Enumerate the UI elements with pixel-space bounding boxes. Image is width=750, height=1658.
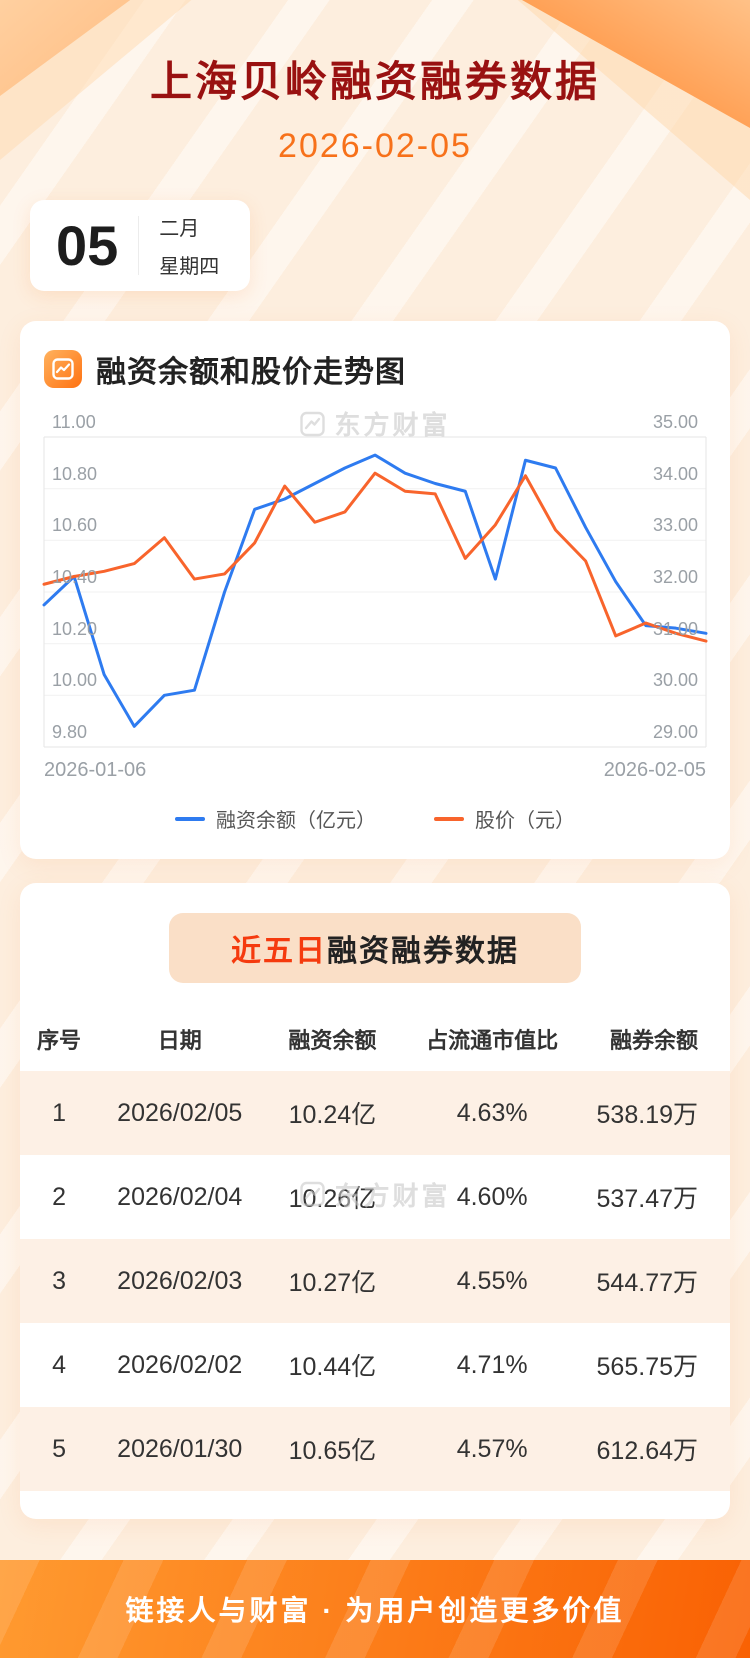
date-badge-detail: 二月 星期四 <box>139 212 219 279</box>
table-body: 1 2026/02/05 10.24亿 4.63% 538.19万 2 2026/02/04… <box>20 1071 730 1491</box>
table-header-row: 序号 日期 融资余额 占流通市值比 融券余额 <box>20 1007 730 1071</box>
x-axis-end-label: 2026-02-05 <box>603 759 706 781</box>
table-cell: 4.57% <box>456 1434 528 1463</box>
chart-section-title: 融资余额和股价走势图 <box>96 356 406 389</box>
page-date: 2026-02-05 <box>278 127 472 165</box>
legend-line-swatch <box>434 816 464 821</box>
chart-plot: 东方财富 11.00 10.80 10.60 10.40 10.20 10.00 9.80 3… <box>42 410 708 748</box>
y-axis-tick-left: 10.60 <box>52 515 98 536</box>
table-cell: 10.24亿 <box>288 1101 377 1129</box>
table-cell: 612.64万 <box>596 1437 698 1465</box>
x-axis-labels: 2026-01-06 2026-02-05 <box>44 759 706 782</box>
date-badge-weekday: 星期四 <box>159 256 220 278</box>
table-cell: 2026/02/04 <box>117 1182 243 1211</box>
table-cell: 565.75万 <box>596 1353 698 1381</box>
table-card: 近五日融资融券数据 东方财富 序号 日期 融资余额 占流通市值比 融券余额 1 2026/… <box>20 883 730 1519</box>
table-cell: 2026/02/05 <box>117 1098 243 1127</box>
column-header: 序号 <box>37 1028 82 1053</box>
y-axis-tick-left: 10.80 <box>52 463 98 484</box>
legend-line-swatch <box>175 816 205 821</box>
table-row: 5 2026/01/30 10.65亿 4.57% 612.64万 <box>20 1407 730 1491</box>
y-axis-tick-right: 34.00 <box>652 463 698 484</box>
header: 上海贝岭融资融券数据 2026-02-05 <box>0 0 750 166</box>
table-cell: 10.44亿 <box>288 1353 377 1381</box>
date-badge-divider <box>138 216 140 275</box>
y-axis-tick-left: 11.00 <box>52 412 96 432</box>
table-cell: 3 <box>52 1266 66 1295</box>
y-axis-tick-left: 10.40 <box>52 567 98 587</box>
y-axis-tick-right: 33.00 <box>652 515 698 536</box>
column-header: 日期 <box>157 1028 202 1053</box>
table-cell: 1 <box>52 1098 66 1127</box>
legend-item: 股价（元） <box>434 804 575 833</box>
table-cell: 5 <box>52 1434 66 1463</box>
line-chart-icon <box>44 350 82 388</box>
date-badge-month: 二月 <box>159 218 200 240</box>
y-axis-tick-left: 10.00 <box>52 670 98 691</box>
table-cell: 10.27亿 <box>288 1269 377 1297</box>
chart-card: 融资余额和股价走势图 东方财富 11.00 10.80 10.60 10.40 10.2… <box>20 321 730 859</box>
table-cell: 4.71% <box>456 1350 528 1379</box>
table-cell: 4.63% <box>456 1098 528 1127</box>
table-title-rest: 融资融券数据 <box>327 935 519 968</box>
x-axis-start-label: 2026-01-06 <box>44 759 147 781</box>
table-cell: 4.55% <box>456 1266 528 1295</box>
y-axis-tick-right: 35.00 <box>652 412 698 432</box>
table-cell: 10.26亿 <box>288 1185 377 1213</box>
table-cell: 2026/01/30 <box>117 1434 243 1463</box>
table-cell: 4 <box>52 1350 66 1379</box>
legend-label: 股价（元） <box>475 810 575 832</box>
table-row: 4 2026/02/02 10.44亿 4.71% 565.75万 <box>20 1323 730 1407</box>
table-cell: 537.47万 <box>596 1185 698 1213</box>
table-cell: 4.60% <box>456 1182 528 1211</box>
column-header: 融券余额 <box>609 1028 698 1053</box>
table-title: 近五日融资融券数据 <box>169 913 581 983</box>
column-header: 占流通市值比 <box>426 1028 559 1053</box>
legend-label: 融资余额（亿元） <box>216 810 376 832</box>
table-cell: 538.19万 <box>596 1101 698 1129</box>
y-axis-tick-left: 9.80 <box>52 722 88 742</box>
page-title: 上海贝岭融资融券数据 <box>149 58 600 105</box>
chart-legend: 融资余额（亿元） 股价（元） <box>44 804 706 833</box>
y-axis-tick-right: 31.00 <box>652 618 698 639</box>
table-row: 1 2026/02/05 10.24亿 4.63% 538.19万 <box>20 1071 730 1155</box>
y-axis-tick-right: 30.00 <box>652 670 698 691</box>
chart-section-header: 融资余额和股价走势图 <box>44 347 706 391</box>
table-cell: 2026/02/02 <box>117 1350 243 1379</box>
table-row: 2 2026/02/04 10.26亿 4.60% 537.47万 <box>20 1155 730 1239</box>
y-axis-tick-left: 10.20 <box>52 618 98 639</box>
y-axis-tick-right: 32.00 <box>652 567 698 587</box>
table-cell: 544.77万 <box>596 1269 698 1297</box>
table-row: 3 2026/02/03 10.27亿 4.55% 544.77万 <box>20 1239 730 1323</box>
table-cell: 2 <box>52 1182 66 1211</box>
table-cell: 2026/02/03 <box>117 1266 243 1295</box>
footer: 链接人与财富 · 为用户创造更多价值 <box>0 1560 750 1658</box>
eastmoney-logo-icon <box>300 411 325 436</box>
margin-data-table: 序号 日期 融资余额 占流通市值比 融券余额 1 2026/02/05 10.24亿 4.63… <box>20 1007 730 1491</box>
date-badge: 05 二月 星期四 <box>30 200 250 291</box>
column-header: 融资余额 <box>288 1028 377 1053</box>
y-axis-tick-right: 29.00 <box>652 722 698 742</box>
table-title-highlight: 近五日 <box>231 935 327 968</box>
footer-slogan: 链接人与财富 · 为用户创造更多价值 <box>125 1595 625 1626</box>
date-badge-day: 05 <box>56 214 119 277</box>
table-cell: 10.65亿 <box>288 1437 377 1465</box>
legend-item: 融资余额（亿元） <box>175 804 376 833</box>
